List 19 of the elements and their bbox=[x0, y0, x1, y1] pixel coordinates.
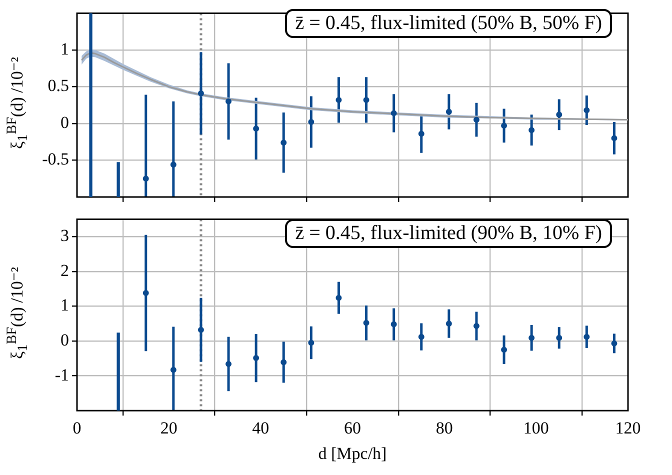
annotation: z̄ = 0.45, flux-limited (50% B, 50% F) bbox=[285, 9, 612, 38]
x-tick-label: 20 bbox=[160, 418, 178, 438]
y-tick-label: 3 bbox=[60, 226, 69, 246]
x-tick-label: 40 bbox=[252, 418, 270, 438]
y-tick-label: 0 bbox=[60, 112, 69, 132]
y-tick-label: 1 bbox=[60, 296, 69, 315]
y-tick-label: 1 bbox=[60, 39, 69, 58]
y-tick-label: 0 bbox=[60, 330, 69, 350]
x-tick-label: 80 bbox=[436, 418, 453, 438]
y-tick-label: -1 bbox=[54, 365, 69, 384]
x-tick-label: 60 bbox=[344, 418, 361, 438]
x-tick-label: 100 bbox=[523, 418, 549, 438]
y-tick-label: 0.5 bbox=[48, 76, 69, 96]
x-tick-label: 120 bbox=[615, 418, 641, 438]
x-tick-label: 0 bbox=[72, 418, 82, 438]
y-tick-label: 2 bbox=[60, 260, 69, 280]
y-tick-label: -0.5 bbox=[42, 150, 69, 169]
x-axis-title: d [Mpc/h] bbox=[318, 444, 387, 464]
annotation: z̄ = 0.45, flux-limited (90% B, 10% F) bbox=[285, 219, 612, 248]
